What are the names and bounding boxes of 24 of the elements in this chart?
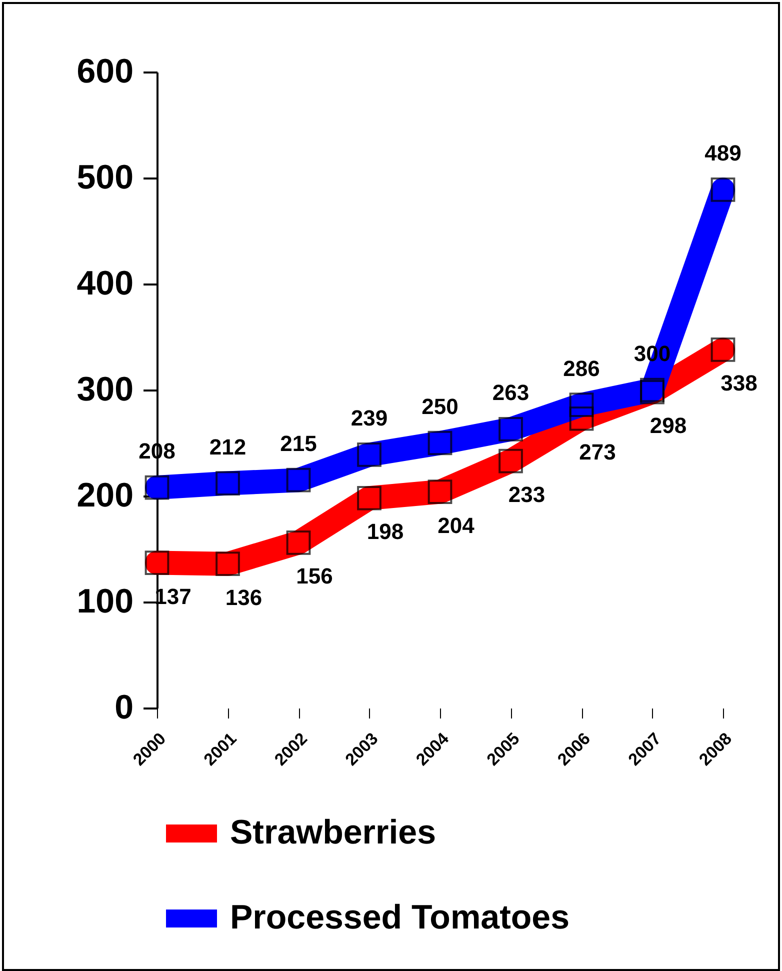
data-label: 298: [650, 413, 687, 438]
y-tick-label: 0: [114, 688, 134, 726]
data-label: 489: [704, 140, 742, 166]
data-label: 273: [579, 440, 616, 465]
y-tick-label: 200: [76, 476, 134, 514]
data-label: 215: [280, 431, 317, 456]
y-tick-label: 600: [76, 52, 134, 90]
legend-label: Processed Tomatoes: [230, 898, 570, 936]
data-label: 263: [492, 380, 530, 406]
data-label: 156: [296, 564, 333, 589]
data-label: 286: [563, 356, 600, 381]
legend-label: Strawberries: [230, 814, 436, 852]
y-tick-label: 400: [76, 264, 134, 302]
y-tick-label: 300: [76, 370, 134, 408]
y-tick-label: 100: [76, 582, 134, 620]
data-label: 250: [422, 394, 458, 419]
data-label: 212: [209, 434, 246, 460]
data-label: 136: [225, 584, 262, 610]
data-label: 233: [508, 482, 546, 508]
data-label: 239: [350, 406, 388, 431]
data-label: 198: [366, 519, 404, 544]
data-label: 338: [720, 370, 758, 396]
y-tick-label: 500: [76, 158, 134, 196]
data-label: 204: [438, 512, 476, 538]
